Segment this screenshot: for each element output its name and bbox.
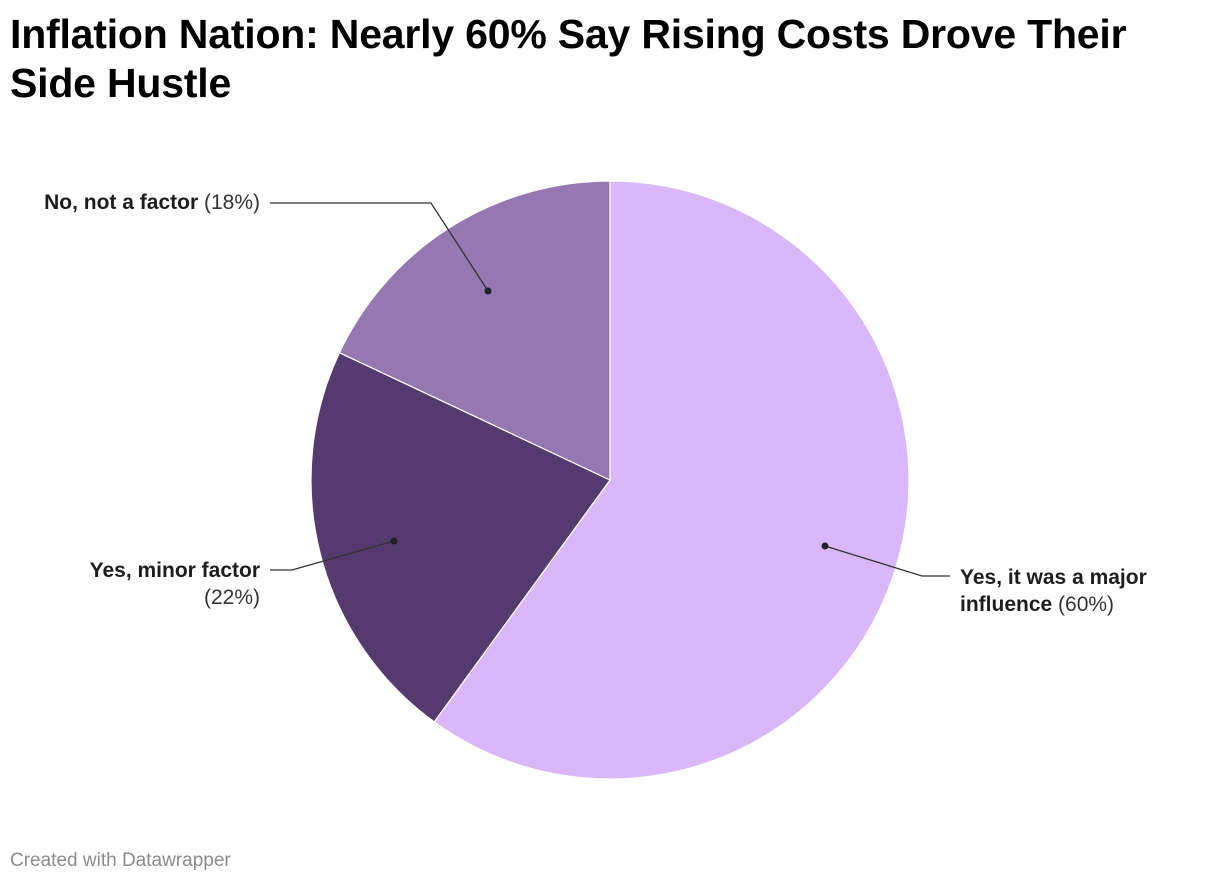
leader-dot-minor [390, 537, 398, 545]
slice-label-minor-pct: (22%) [203, 586, 260, 609]
slice-label-major-name-line2: influence [960, 593, 1053, 616]
leader-line-minor [270, 540, 395, 571]
footer-credit: Created with Datawrapper [10, 850, 231, 871]
slice-label-major: Yes, it was a major influence (60%) [960, 564, 1147, 618]
pie-slice-not-a-factor [338, 180, 611, 481]
leader-line-major [824, 545, 950, 577]
slice-label-major-name-line1: Yes, it was a major [960, 566, 1147, 589]
pie-slice-major-influence [433, 180, 910, 780]
slice-label-no-factor-name: No, not a factor [44, 191, 199, 214]
leader-dot-no-factor [484, 287, 492, 295]
chart-title: Inflation Nation: Nearly 60% Say Rising … [10, 11, 1127, 106]
slice-label-no-factor-pct: (18%) [203, 191, 260, 214]
slice-label-major-pct: (60%) [1058, 593, 1115, 616]
leader-line-no-factor [270, 202, 489, 292]
slice-label-minor-name: Yes, minor factor [89, 559, 260, 582]
slice-label-no-factor: No, not a factor (18%) [44, 189, 260, 216]
leader-dot-major [821, 542, 829, 550]
slice-label-minor: Yes, minor factor (22%) [90, 557, 260, 611]
